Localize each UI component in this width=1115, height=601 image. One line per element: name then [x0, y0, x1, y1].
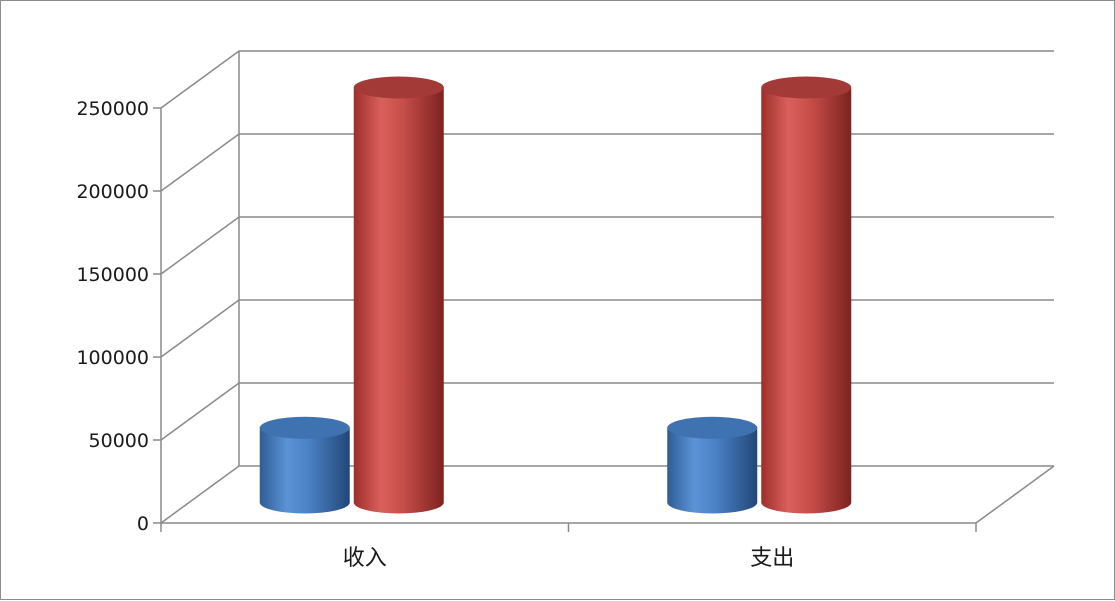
- cylinder-body: [259, 427, 350, 514]
- y-tick-label: 150000: [76, 264, 149, 286]
- gridlines: [160, 50, 1055, 524]
- cylinder-top: [353, 76, 444, 99]
- cylinder-top: [259, 416, 350, 439]
- bars: [259, 76, 852, 514]
- gridline: [160, 50, 1054, 109]
- cylinder-1-0: [667, 416, 758, 514]
- cylinder-body: [761, 87, 852, 514]
- cylinder-0-1: [353, 76, 444, 514]
- gridline: [160, 216, 1054, 275]
- cylinder-body: [667, 427, 758, 514]
- y-tick-label: 50000: [89, 430, 149, 452]
- floor-right-edge: [975, 465, 1055, 524]
- cylinder-top: [667, 416, 758, 439]
- y-tick-label: 250000: [76, 98, 149, 120]
- cylinder-top: [761, 76, 852, 99]
- cylinder-0-0: [259, 416, 350, 514]
- cylinder-body: [353, 87, 444, 514]
- gridline: [160, 133, 1054, 192]
- y-tick-labels: 0 50000 100000 150000 200000 250000: [76, 98, 149, 535]
- x-category-label: 支出: [750, 546, 794, 571]
- y-tick-label: 0: [137, 513, 149, 535]
- y-tick-label: 200000: [76, 181, 149, 203]
- cylinder-1-1: [761, 76, 852, 514]
- y-tick-label: 100000: [76, 347, 149, 369]
- gridline: [160, 299, 1054, 358]
- x-category-labels: 收入 支出: [343, 546, 795, 571]
- x-category-label: 收入: [343, 546, 387, 571]
- axes: [153, 107, 977, 532]
